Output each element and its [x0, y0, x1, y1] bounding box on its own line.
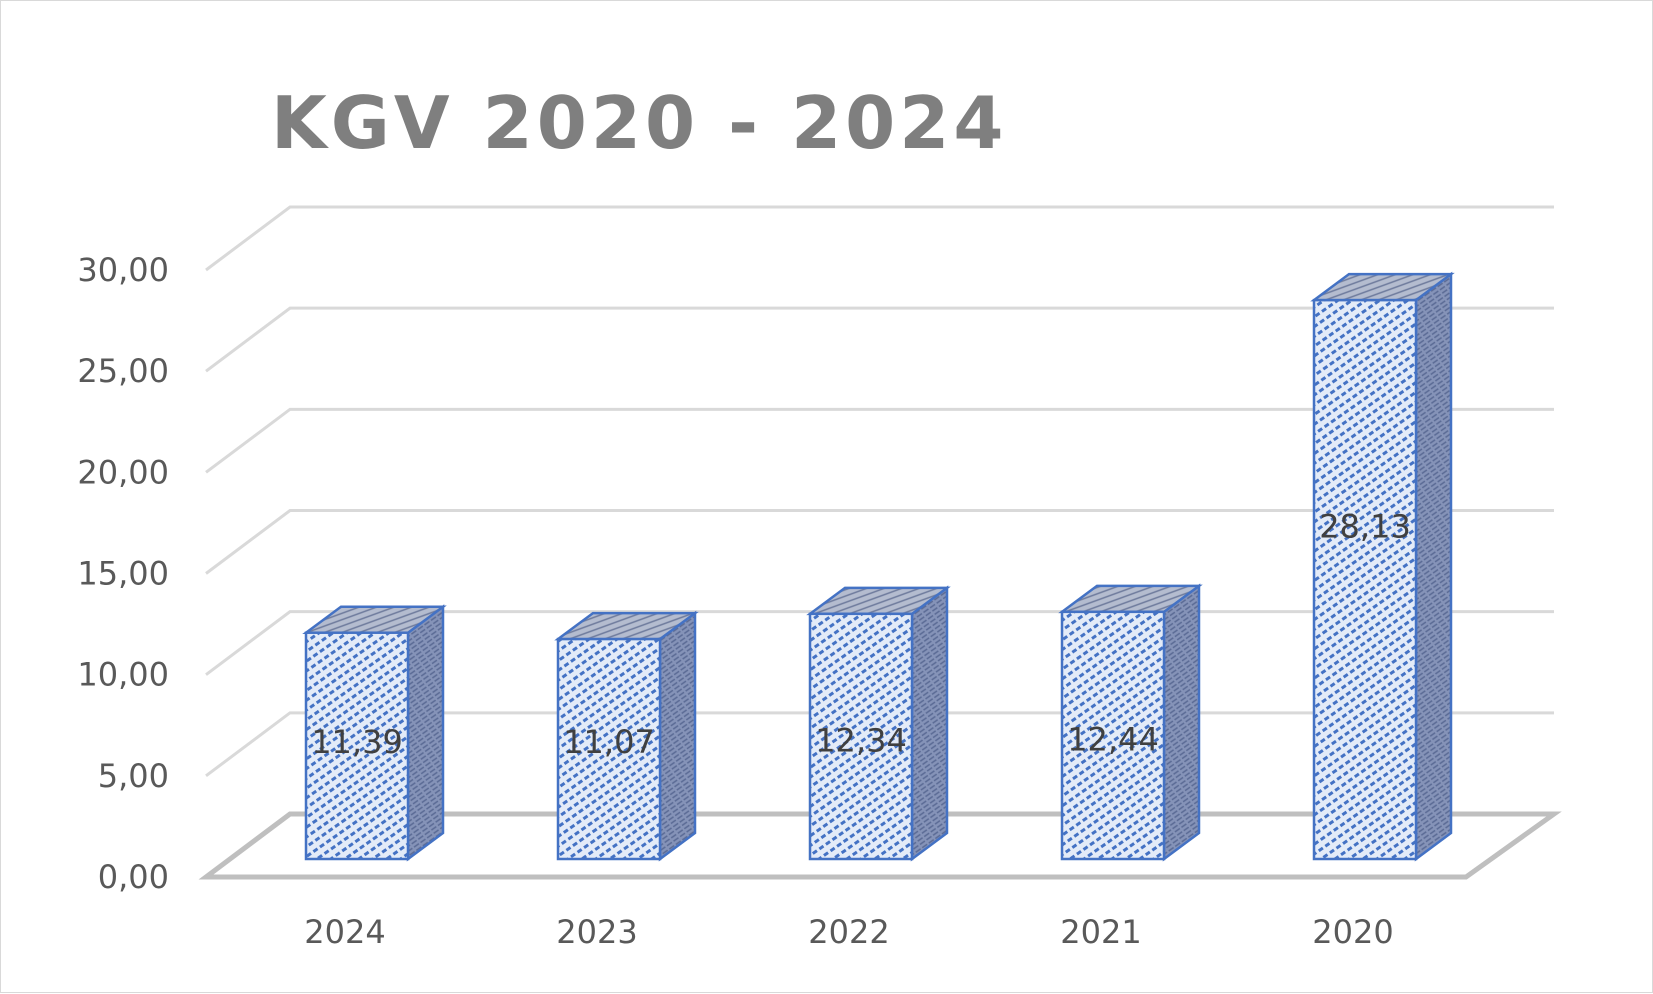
x-tick-label: 2024	[304, 913, 385, 951]
data-label: 11,39	[311, 723, 403, 761]
y-tick-label: 10,00	[77, 656, 169, 694]
data-label: 12,44	[1067, 720, 1159, 758]
bar-2022: 12,34	[806, 585, 951, 862]
gridline	[205, 306, 1554, 373]
x-tick-label: 2023	[556, 913, 637, 951]
data-label: 28,13	[1319, 507, 1411, 545]
floor	[198, 811, 1562, 880]
x-tick-label: 2021	[1060, 913, 1141, 951]
bar-front	[556, 637, 662, 861]
bar-2020: 28,13	[1310, 271, 1455, 862]
bar-side	[910, 585, 949, 862]
chart-title: KGV 2020 - 2024	[271, 81, 1007, 165]
y-tick-label: 20,00	[77, 453, 169, 491]
bar-front	[1312, 298, 1418, 861]
bar-side	[1414, 271, 1453, 862]
x-tick-label: 2020	[1312, 913, 1393, 951]
gridline	[205, 205, 1554, 272]
bars-layer: 11,39 11,07 12,34 12,44 28,13	[302, 271, 1455, 862]
y-tick-label: 5,00	[98, 757, 169, 795]
y-tick-label: 15,00	[77, 555, 169, 593]
y-axis-ticks: 0,00 5,00 10,00 15,00 20,00 25,00 30,00	[77, 251, 169, 896]
bar-front	[304, 631, 410, 861]
bar-front	[808, 612, 914, 861]
gridline	[205, 407, 1554, 474]
bar-2024: 11,39	[302, 604, 447, 862]
bar-side	[1162, 583, 1201, 862]
x-tick-label: 2022	[808, 913, 889, 951]
gridline	[205, 509, 1554, 575]
data-label: 11,07	[563, 723, 655, 761]
y-tick-label: 30,00	[77, 251, 169, 289]
bar-front	[1060, 610, 1166, 861]
bar-side	[658, 610, 697, 862]
x-axis-ticks: 2024 2023 2022 2021 2020	[304, 913, 1393, 951]
y-tick-label: 0,00	[98, 858, 169, 896]
bar-2023: 11,07	[554, 610, 699, 862]
y-tick-label: 25,00	[77, 352, 169, 390]
bar-side	[406, 604, 445, 862]
floor-layer	[198, 811, 1562, 880]
data-label: 12,34	[815, 722, 907, 760]
bar-2021: 12,44	[1058, 583, 1203, 862]
